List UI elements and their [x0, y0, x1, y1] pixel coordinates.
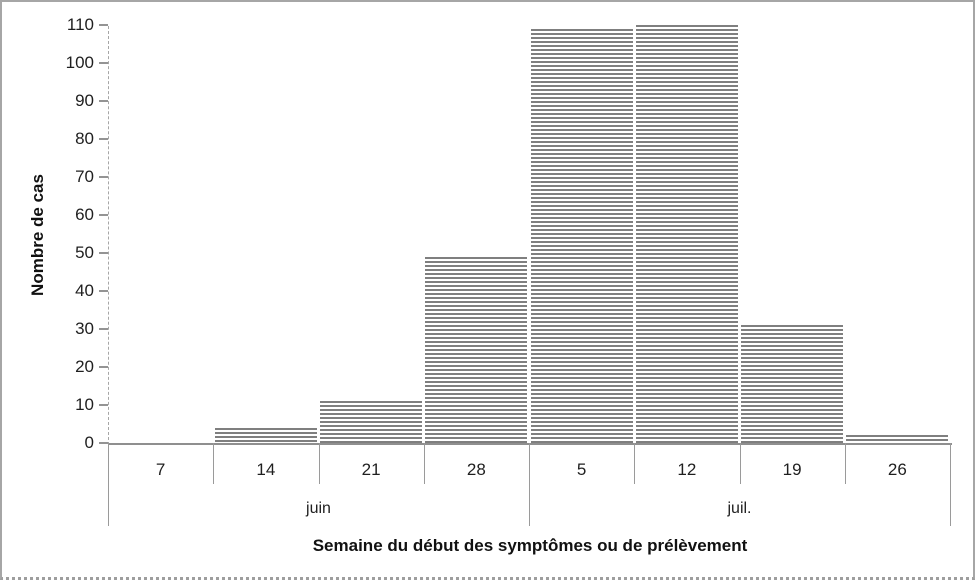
y-tick-label: 20 [75, 357, 94, 376]
y-tick-label: 10 [75, 395, 94, 414]
y-tick [99, 290, 108, 292]
x-axis-title: Semaine du début des symptômes ou de pré… [312, 536, 748, 555]
x-week-label: 14 [256, 460, 276, 479]
y-tick-label: 50 [75, 243, 94, 262]
month-boundary-tick [950, 443, 951, 526]
y-tick-label: 60 [75, 205, 94, 224]
y-tick-label: 0 [84, 433, 94, 452]
y-tick [99, 100, 108, 102]
y-tick-label: 110 [66, 15, 94, 34]
y-tick [99, 214, 108, 216]
bar-week-28 [425, 256, 528, 443]
week-boundary-tick [423, 443, 425, 484]
x-week-label: 5 [576, 460, 587, 479]
y-tick-label: 80 [75, 129, 94, 148]
y-tick-label: 100 [65, 53, 94, 72]
y-axis-line [108, 26, 109, 445]
week-boundary-tick [213, 443, 215, 484]
y-tick [99, 328, 108, 330]
bar-week-26 [846, 435, 949, 443]
y-tick [99, 366, 108, 368]
y-tick [99, 176, 108, 178]
x-week-label: 21 [361, 460, 381, 479]
y-tick-label: 90 [75, 91, 94, 110]
y-tick [99, 442, 108, 444]
month-boundary-tick [108, 443, 109, 526]
bar-week-12 [635, 25, 738, 443]
y-tick [99, 24, 108, 26]
y-tick [99, 404, 108, 406]
x-month-label: juin [306, 500, 331, 517]
y-tick-label: 70 [75, 167, 94, 186]
y-tick-label: 40 [75, 281, 94, 300]
y-tick [99, 62, 108, 64]
bar-week-5 [530, 28, 633, 443]
x-week-label: 28 [466, 460, 486, 479]
bar-week-21 [320, 401, 423, 443]
y-tick [99, 252, 108, 254]
y-tick [99, 138, 108, 140]
month-boundary-tick [529, 443, 530, 526]
x-week-label: 7 [155, 460, 166, 479]
x-week-label: 26 [887, 460, 907, 479]
y-tick-label: 30 [75, 319, 94, 338]
bar-week-14 [214, 427, 317, 443]
week-boundary-tick [844, 443, 846, 484]
week-boundary-tick [318, 443, 320, 484]
bar-week-19 [741, 325, 844, 443]
week-boundary-tick [739, 443, 741, 484]
x-week-label: 19 [782, 460, 802, 479]
week-boundary-tick [634, 443, 636, 484]
x-axis-line [108, 443, 952, 445]
x-month-label: juil. [727, 500, 752, 517]
x-week-label: 12 [677, 460, 697, 479]
